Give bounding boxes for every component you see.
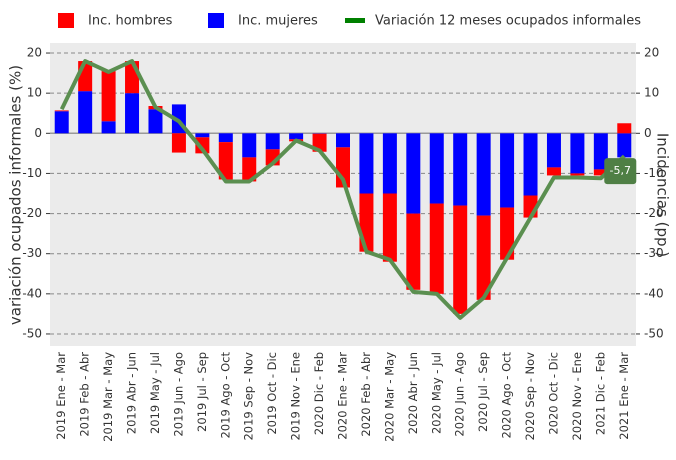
bar: [406, 133, 421, 214]
y-tick-label: 0: [34, 126, 42, 140]
bar: [242, 133, 257, 158]
y-tick-label: -20: [22, 206, 42, 220]
x-tick-label: 2020 Mar - May: [382, 352, 396, 442]
x-tick-label: 2020 Jul - Sep: [476, 352, 490, 432]
x-tick-label: 2019 May - Jul: [148, 352, 162, 434]
bar: [523, 133, 538, 196]
x-tick-label: 2019 Sep - Nov: [242, 352, 256, 441]
bar: [546, 167, 561, 176]
legend-label: Variación 12 meses ocupados informales: [375, 14, 641, 29]
bar: [500, 207, 515, 260]
bar: [593, 133, 608, 170]
y-tick-label: -50: [22, 326, 42, 340]
legend-label: Inc. hombres: [88, 14, 173, 29]
x-tick-label: 2020 May - Jul: [429, 352, 443, 434]
bar: [617, 133, 632, 158]
x-tick-label: 2021 Ene - Mar: [617, 352, 631, 440]
x-tick-label: 2019 Ago - Oct: [218, 352, 232, 439]
bar: [336, 133, 350, 148]
x-tick-label: 2020 Nov - Ene: [570, 352, 584, 440]
bar: [500, 133, 515, 208]
x-tick-label: 2019 Jun - Ago: [171, 352, 185, 437]
bar: [218, 133, 233, 143]
line-series: [59, 59, 626, 320]
legend-swatch: [208, 13, 224, 28]
x-tick-label: 2019 Oct - Dic: [265, 352, 279, 435]
y-tick-label: 10: [27, 86, 42, 100]
bar: [593, 169, 608, 176]
x-tick-label: 2020 Ago - Oct: [500, 352, 514, 439]
bar: [617, 123, 632, 134]
bar: [570, 173, 585, 176]
y2-tick-label: 20: [644, 46, 659, 60]
legend-swatch: [58, 13, 74, 28]
bar: [476, 215, 491, 300]
bar: [429, 133, 444, 204]
bar: [289, 133, 304, 140]
bar: [195, 137, 210, 154]
bar: [171, 133, 186, 153]
x-tick-label: 2020 Abr - Jun: [406, 352, 420, 434]
x-tick-label: 2019 Mar - May: [101, 352, 115, 442]
data-label-box: [604, 158, 637, 185]
bar: [406, 213, 421, 290]
bar: [125, 93, 140, 134]
bar: [242, 157, 257, 182]
bar: [453, 133, 468, 206]
y2-tick-label: 10: [644, 86, 659, 100]
x-tick-label: 2021 Dic - Feb: [593, 352, 607, 435]
bar: [265, 133, 280, 150]
y2-tick-label: -20: [644, 206, 664, 220]
bar: [195, 133, 210, 138]
bar: [382, 133, 397, 194]
y2-tick-label: -10: [644, 166, 664, 180]
y2-axis-title: Incidencias (pp.): [654, 133, 672, 257]
bar: [101, 121, 116, 134]
x-tick-label: 2019 Nov - Ene: [289, 352, 303, 440]
x-tick-label: 2019 Abr - Jun: [125, 352, 139, 434]
bar: [382, 193, 397, 262]
x-tick-label: 2020 Ene - Mar: [336, 352, 350, 440]
legend-swatch: [345, 18, 365, 23]
x-tick-label: 2020 Feb - Abr: [359, 352, 373, 437]
bar: [359, 133, 374, 194]
bar: [125, 61, 140, 94]
x-tick-label: 2020 Oct - Dic: [546, 352, 560, 435]
y-tick-label: 20: [27, 46, 42, 60]
legend-label: Inc. mujeres: [238, 14, 318, 29]
data-label: -5,7: [610, 164, 631, 177]
y-tick-label: -40: [22, 286, 42, 300]
x-tick-label: 2020 Jun - Ago: [453, 352, 467, 437]
y2-tick-label: -40: [644, 286, 664, 300]
x-tick-label: 2020 Dic - Feb: [312, 352, 326, 435]
x-tick-label: 2019 Ene - Mar: [54, 352, 68, 440]
y-axis-title: variación ocupados informales (%): [7, 65, 25, 325]
bar: [476, 133, 491, 216]
y2-tick-label: 0: [644, 126, 652, 140]
bar: [453, 205, 468, 314]
bar: [54, 111, 69, 134]
bar: [148, 109, 163, 134]
bar: [429, 203, 444, 294]
bar: [101, 71, 116, 122]
y-tick-label: -30: [22, 246, 42, 260]
bar: [78, 91, 93, 134]
x-tick-label: 2019 Jul - Sep: [195, 352, 209, 432]
bar: [570, 133, 585, 174]
bar: [218, 142, 233, 180]
y-tick-label: -10: [22, 166, 42, 180]
y2-tick-label: -50: [644, 326, 664, 340]
y2-tick-label: -30: [644, 246, 664, 260]
x-tick-label: 2019 Feb - Abr: [78, 352, 92, 437]
bar: [546, 133, 561, 168]
bar: [54, 110, 69, 112]
x-tick-label: 2020 Sep - Nov: [523, 352, 537, 441]
